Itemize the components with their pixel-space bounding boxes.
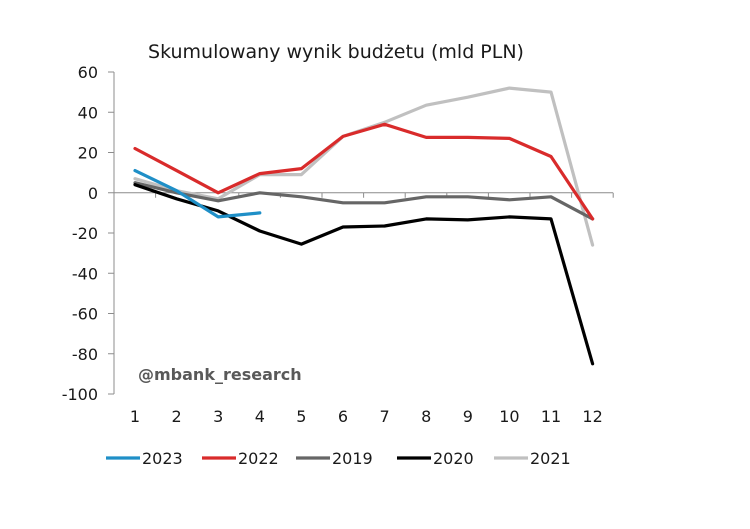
y-tick-label: 0 [88, 184, 98, 203]
y-tick-label: -40 [72, 264, 98, 283]
x-tick-label: 5 [296, 407, 306, 426]
series-line-2022 [133, 122, 595, 221]
series-line-2021 [133, 86, 595, 247]
legend-label-2019: 2019 [332, 449, 373, 468]
y-tick-label: -20 [72, 224, 98, 243]
series-line-2023 [133, 169, 262, 219]
legend: 2023 2022 2019 2020 2021 [106, 449, 571, 468]
x-tick-label: 3 [213, 407, 223, 426]
series-layer [133, 86, 595, 366]
x-tick-label: 2 [172, 407, 182, 426]
x-tick-label: 7 [380, 407, 390, 426]
series-line-2020 [133, 183, 595, 366]
y-tick-label: 20 [78, 144, 98, 163]
y-tick-label: 60 [78, 63, 98, 82]
y-tick-label: -80 [72, 345, 98, 364]
x-tick-label: 1 [130, 407, 140, 426]
x-tick-label: 10 [499, 407, 519, 426]
y-tick-label: 40 [78, 103, 98, 122]
legend-label-2020: 2020 [433, 449, 474, 468]
chart-title: Skumulowany wynik budżetu (mld PLN) [148, 41, 524, 63]
x-tick-label: 9 [463, 407, 473, 426]
legend-label-2022: 2022 [238, 449, 279, 468]
y-tick-label: -100 [62, 385, 98, 404]
watermark: @mbank_research [138, 365, 302, 384]
x-tick-label: 8 [421, 407, 431, 426]
x-tick-label: 6 [338, 407, 348, 426]
x-tick-label: 11 [541, 407, 561, 426]
x-axis: 1 2 3 4 5 6 7 8 9 10 11 12 [113, 192, 614, 426]
series-line-2019 [133, 181, 595, 221]
x-tick-label: 4 [255, 407, 265, 426]
y-axis: 60 40 20 0 -20 -40 -60 -80 -100 [62, 63, 115, 404]
y-tick-label: -60 [72, 305, 98, 324]
x-tick-label: 12 [582, 407, 602, 426]
legend-label-2023: 2023 [142, 449, 183, 468]
legend-label-2021: 2021 [530, 449, 571, 468]
